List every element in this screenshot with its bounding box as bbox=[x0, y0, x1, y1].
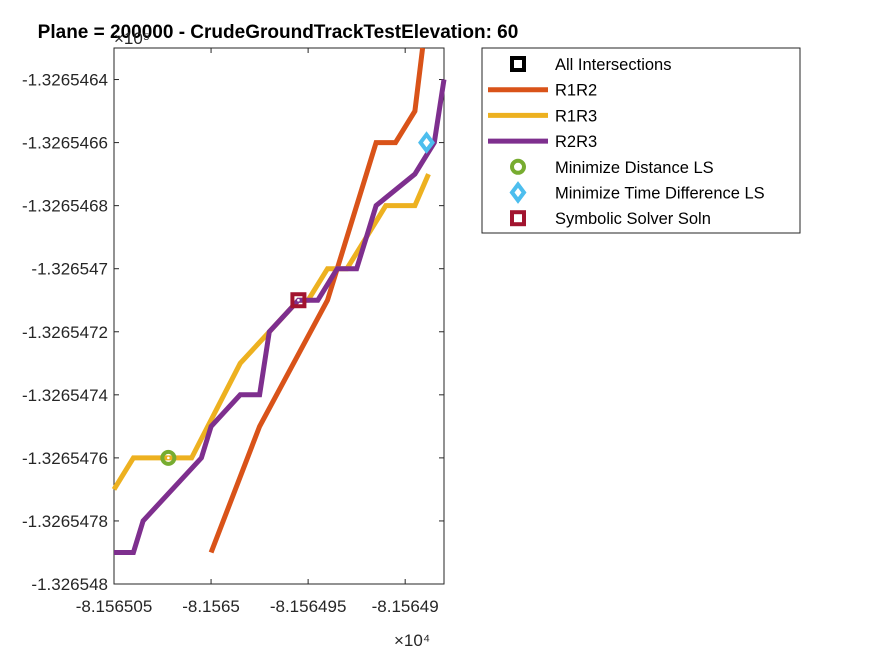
y-tick-label: -1.3265466 bbox=[22, 134, 108, 153]
x-exponent-label: ×10⁴ bbox=[394, 631, 430, 650]
y-tick-label: -1.326547 bbox=[31, 260, 108, 279]
data-point bbox=[160, 449, 177, 466]
legend-swatch bbox=[510, 158, 526, 175]
series-line-r1r2 bbox=[208, 47, 426, 554]
legend-label: R1R2 bbox=[555, 82, 597, 100]
legend: All Intersections R1R2 R1R3 R2R3 Minimize Di… bbox=[481, 47, 801, 234]
series-layer bbox=[111, 47, 447, 555]
legend-entry: R2R3 bbox=[488, 133, 597, 151]
x-tick-label: -8.15649 bbox=[372, 597, 439, 616]
data-point bbox=[418, 131, 436, 154]
legend-entry: All Intersections bbox=[510, 56, 671, 74]
x-tick-label: -8.156495 bbox=[270, 597, 347, 616]
legend-label: R2R3 bbox=[555, 133, 597, 151]
y-tick-label: -1.3265478 bbox=[22, 512, 108, 531]
legend-swatch bbox=[509, 181, 527, 204]
y-tick-label: -1.326548 bbox=[31, 575, 108, 594]
legend-label: Minimize Distance LS bbox=[555, 159, 714, 177]
legend-label: Minimize Time Difference LS bbox=[555, 185, 765, 203]
legend-swatch bbox=[510, 210, 526, 227]
y-tick-label: -1.3265474 bbox=[22, 386, 108, 405]
legend-entry: R1R2 bbox=[488, 82, 597, 100]
legend-entry: R1R3 bbox=[488, 107, 597, 125]
legend-label: Symbolic Solver Soln bbox=[555, 210, 711, 228]
legend-entry: Symbolic Solver Soln bbox=[510, 210, 711, 228]
y-tick-label: -1.3265468 bbox=[22, 197, 108, 216]
chart-title: Plane = 200000 - CrudeGroundTrackTestEle… bbox=[38, 22, 519, 43]
ticks-layer: -8.156505 -8.1565 -8.156495 -8.15649 -1.3265… bbox=[22, 48, 444, 616]
data-point bbox=[290, 292, 307, 309]
y-tick-label: -1.3265476 bbox=[22, 449, 108, 468]
plot-area bbox=[113, 47, 445, 585]
legend-swatch bbox=[510, 56, 526, 72]
y-tick-label: -1.3265464 bbox=[22, 71, 108, 90]
legend-entry: Minimize Time Difference LS bbox=[509, 181, 765, 204]
y-exponent-label: ×10⁵ bbox=[114, 29, 150, 48]
x-tick-label: -8.1565 bbox=[182, 597, 240, 616]
legend-entry: Minimize Distance LS bbox=[510, 158, 714, 177]
legend-label: All Intersections bbox=[555, 56, 671, 74]
x-tick-label: -8.156505 bbox=[76, 597, 153, 616]
y-tick-label: -1.3265472 bbox=[22, 323, 108, 342]
legend-label: R1R3 bbox=[555, 107, 597, 125]
